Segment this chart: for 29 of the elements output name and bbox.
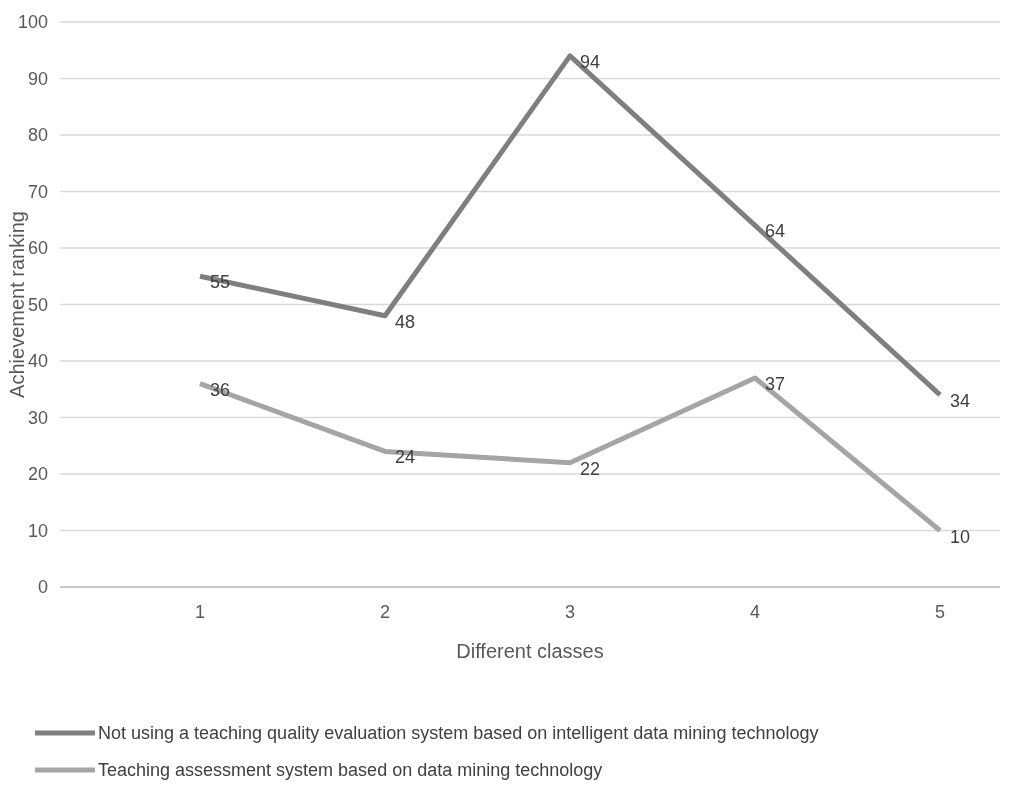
y-tick-label: 100 [17,12,48,33]
y-tick-label: 50 [27,294,48,315]
data-label: 36 [210,379,231,400]
data-label: 37 [765,373,786,394]
y-tick-label: 30 [27,407,48,428]
legend-label: Teaching assessment system based on data mining technology [98,760,603,781]
data-label: 64 [765,221,786,242]
data-label: 48 [395,311,416,332]
x-axis-title: Different classes [456,640,604,662]
y-tick-label: 60 [27,238,48,259]
y-tick-label: 90 [27,68,48,89]
y-tick-label: 80 [27,125,48,146]
legend-label: Not using a teaching quality evaluation system based on intelligent data mining technology [98,723,819,744]
x-tick-label: 2 [379,602,391,623]
y-axis-title: Achievement ranking [6,211,28,398]
y-tick-label: 70 [27,181,48,202]
data-label: 22 [580,458,601,479]
data-label: 10 [950,526,971,547]
data-label: 24 [395,447,416,468]
x-tick-label: 4 [749,602,761,623]
data-label: 94 [580,51,601,72]
y-tick-label: 0 [37,577,48,598]
x-tick-label: 5 [934,602,946,623]
data-label: 34 [950,390,971,411]
x-tick-label: 1 [194,602,206,623]
y-tick-label: 20 [27,464,48,485]
y-tick-label: 40 [27,351,48,372]
y-tick-label: 10 [27,520,48,541]
x-tick-label: 3 [564,602,576,623]
